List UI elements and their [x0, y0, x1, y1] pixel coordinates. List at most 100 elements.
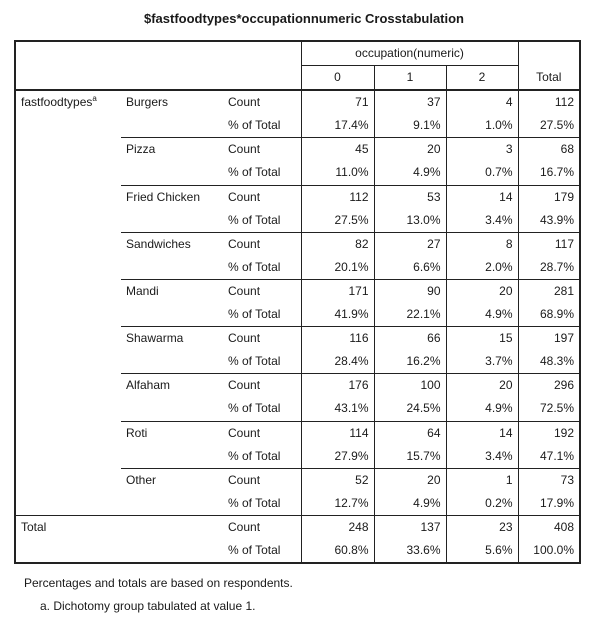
row-category-label: Other	[121, 467, 223, 492]
total-row: Total Count 248 137 23 408	[14, 514, 581, 565]
count-cell: 15	[445, 326, 518, 351]
footnote-a: a. Dichotomy group tabulated at value 1.	[40, 599, 256, 613]
percent-cell: 3.4%	[445, 444, 518, 469]
table-title: $fastfoodtypes*occupationnumeric Crossta…	[144, 11, 464, 26]
count-cell: 71	[300, 89, 374, 115]
percent-cell: 43.1%	[300, 397, 374, 421]
table-row: % of Total 17.4% 9.1% 1.0% 27.5%	[15, 114, 581, 138]
count-cell: 45	[300, 137, 374, 162]
count-cell: 52	[300, 467, 374, 492]
total-percent-cell: 28.7%	[517, 255, 581, 280]
column-header: 0	[300, 65, 374, 91]
table-row: % of Total 43.1% 24.5% 4.9% 72.5%	[15, 397, 581, 421]
table-row: % of Total 28.4% 16.2% 3.7% 48.3%	[15, 350, 581, 374]
percent-cell: 27.9%	[300, 444, 374, 469]
row-category-label: Shawarma	[121, 326, 223, 351]
table-row: Shawarma Count 116 66 15 197	[15, 326, 581, 351]
stat-label-percent: % of Total	[228, 165, 281, 180]
stat-label-percent: % of Total	[228, 259, 281, 274]
percent-cell: 4.9%	[445, 397, 518, 421]
row-category-label: Sandwiches	[121, 231, 223, 256]
count-cell: 1	[445, 467, 518, 492]
row-category-label: Mandi	[121, 278, 223, 304]
stat-label-percent: % of Total	[228, 212, 281, 227]
total-count-cell: 68	[517, 137, 581, 162]
table-row: % of Total 41.9% 22.1% 4.9% 68.9%	[15, 303, 581, 327]
percent-cell: 4.9%	[373, 161, 446, 186]
stat-label-percent: % of Total	[228, 401, 281, 416]
percent-cell: 12.7%	[300, 491, 374, 516]
count-cell: 3	[445, 137, 518, 162]
stat-label-percent: % of Total	[228, 448, 281, 463]
total-percent-cell: 47.1%	[517, 444, 581, 469]
count-cell: 20	[373, 467, 446, 492]
percent-cell: 15.7%	[373, 444, 446, 469]
total-row: % of Total 60.8% 33.6% 5.6% 100.0%	[15, 538, 581, 565]
percent-cell: 13.0%	[373, 208, 446, 233]
percent-cell: 6.6%	[373, 255, 446, 280]
percent-cell: 4.9%	[373, 491, 446, 516]
count-cell: 90	[373, 278, 446, 304]
row-category-spacer	[121, 114, 223, 138]
row-category-spacer	[121, 209, 223, 233]
row-variable-label: fastfoodtypesa	[14, 89, 121, 516]
total-count-cell: 23	[445, 514, 518, 539]
count-cell: 8	[445, 231, 518, 256]
row-variable-name: fastfoodtypes	[21, 95, 93, 110]
total-percent-cell: 48.3%	[517, 350, 581, 374]
stat-label-count: Count	[223, 514, 301, 539]
percent-cell: 0.2%	[445, 491, 518, 516]
stat-label-count: Count	[223, 89, 301, 115]
grand-total-percent: 100.0%	[517, 538, 581, 565]
row-category-spacer	[121, 256, 223, 280]
row-category-spacer	[121, 492, 223, 516]
stat-label-percent: % of Total	[228, 495, 281, 510]
percent-cell: 1.0%	[445, 114, 518, 138]
stat-label-count: Count	[223, 467, 301, 492]
row-category-label: Alfaham	[121, 373, 223, 398]
total-row-label: Total	[14, 514, 223, 565]
count-cell: 20	[445, 278, 518, 304]
column-group-header: occupation(numeric)	[300, 40, 518, 66]
percent-cell: 17.4%	[300, 114, 374, 138]
row-category-spacer	[121, 161, 223, 185]
row-category-label: Roti	[121, 420, 223, 445]
row-category-label: Burgers	[121, 89, 223, 115]
count-cell: 171	[300, 278, 374, 304]
percent-cell: 3.7%	[445, 350, 518, 374]
stat-label-percent: % of Total	[223, 538, 301, 565]
count-cell: 66	[373, 326, 446, 351]
count-cell: 114	[300, 420, 374, 445]
row-category-spacer	[121, 445, 223, 469]
percent-cell: 27.5%	[300, 208, 374, 233]
footnote-note: Percentages and totals are based on resp…	[24, 576, 293, 590]
percent-cell: 20.1%	[300, 255, 374, 280]
row-category-label: Pizza	[121, 137, 223, 162]
total-percent-cell: 16.7%	[517, 161, 581, 186]
count-cell: 112	[300, 184, 374, 209]
count-cell: 116	[300, 326, 374, 351]
count-cell: 4	[445, 89, 518, 115]
table-row: % of Total 20.1% 6.6% 2.0% 28.7%	[15, 255, 581, 280]
row-category-label: Fried Chicken	[121, 184, 223, 209]
total-column-header: Total	[517, 65, 581, 91]
total-count-cell: 248	[300, 514, 374, 539]
table-row: Other Count 52 20 1 73	[15, 467, 581, 492]
stat-label-percent: % of Total	[228, 118, 281, 133]
count-cell: 100	[373, 373, 446, 398]
table-row: Mandi Count 171 90 20 281	[15, 278, 581, 304]
table-row: Alfaham Count 176 100 20 296	[15, 373, 581, 398]
table-row: % of Total 27.5% 13.0% 3.4% 43.9%	[15, 208, 581, 233]
header-row-1: occupation(numeric)	[14, 40, 581, 66]
table-row: % of Total 11.0% 4.9% 0.7% 16.7%	[15, 161, 581, 186]
percent-cell: 16.2%	[373, 350, 446, 374]
percent-cell: 41.9%	[300, 303, 374, 327]
total-percent-cell: 72.5%	[517, 397, 581, 421]
percent-cell: 11.0%	[300, 161, 374, 186]
percent-cell: 9.1%	[373, 114, 446, 138]
count-cell: 53	[373, 184, 446, 209]
column-header: 2	[445, 65, 518, 91]
total-count-cell: 112	[517, 89, 581, 115]
stat-label-count: Count	[223, 184, 301, 209]
total-count-cell: 281	[517, 278, 581, 304]
